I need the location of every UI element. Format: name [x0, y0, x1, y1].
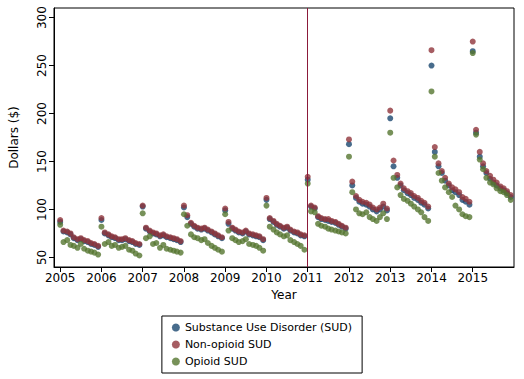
svg-text:200: 200 [35, 102, 49, 125]
svg-text:2008: 2008 [169, 271, 200, 285]
svg-text:150: 150 [35, 150, 49, 173]
svg-text:Non-opioid SUD: Non-opioid SUD [185, 338, 272, 351]
svg-text:Year: Year [270, 288, 296, 302]
svg-text:2009: 2009 [210, 271, 241, 285]
svg-text:100: 100 [35, 198, 49, 221]
svg-text:2013: 2013 [375, 271, 406, 285]
svg-text:2007: 2007 [127, 271, 158, 285]
svg-text:Opioid SUD: Opioid SUD [185, 355, 247, 368]
svg-text:2006: 2006 [86, 271, 117, 285]
svg-text:Dollars ($): Dollars ($) [7, 106, 21, 169]
svg-text:2010: 2010 [251, 271, 282, 285]
svg-text:2011: 2011 [292, 271, 323, 285]
svg-text:300: 300 [35, 6, 49, 29]
svg-text:50: 50 [35, 250, 49, 265]
svg-text:250: 250 [35, 54, 49, 77]
svg-text:Substance Use Disorder (SUD): Substance Use Disorder (SUD) [185, 321, 352, 334]
svg-text:2015: 2015 [457, 271, 488, 285]
svg-text:2014: 2014 [416, 271, 447, 285]
svg-text:2005: 2005 [45, 271, 76, 285]
svg-text:2012: 2012 [334, 271, 365, 285]
